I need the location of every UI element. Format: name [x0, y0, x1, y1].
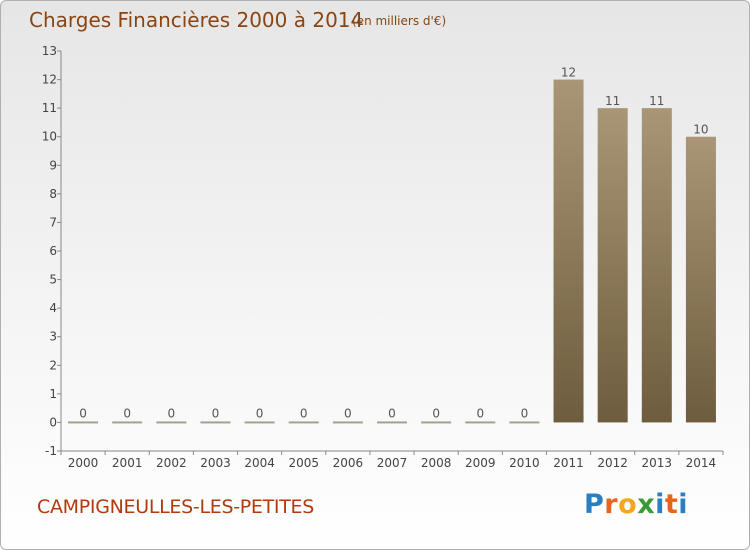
- proxiti-logo: Proxiti: [584, 489, 688, 520]
- y-tick-label: 6: [49, 244, 57, 258]
- bar: [288, 421, 319, 424]
- data-label: 12: [561, 66, 576, 80]
- place-name: CAMPIGNEULLES-LES-PETITES: [37, 496, 315, 518]
- bar: [553, 79, 584, 423]
- y-tick-label: 11: [42, 101, 57, 115]
- logo-letter: i: [655, 489, 665, 520]
- y-tick-label: 7: [49, 215, 57, 229]
- y-tick-label: 10: [42, 130, 57, 144]
- bar: [685, 136, 716, 423]
- logo-letter: x: [637, 489, 656, 520]
- x-axis: 2000 2001 2002 2003 2004 2005 2006 2007 2008 2009…: [60, 450, 724, 470]
- bar: [332, 421, 363, 424]
- x-tick-label: 2013: [642, 456, 673, 470]
- data-label: 10: [693, 123, 708, 137]
- data-label: 0: [256, 406, 264, 420]
- bar: [509, 421, 540, 424]
- bar: [597, 108, 628, 423]
- data-label: 0: [476, 406, 484, 420]
- chart-subtitle: (en milliers d'€): [352, 14, 447, 28]
- x-tick-label: 2014: [686, 456, 717, 470]
- data-label: 0: [79, 406, 87, 420]
- data-label: 0: [432, 406, 440, 420]
- data-label: 11: [649, 94, 664, 108]
- data-label: 0: [300, 406, 308, 420]
- data-label: 0: [123, 406, 131, 420]
- data-labels-group: 0 0 0 0 0 0 0 0 0 0 0 12 11 11 10: [79, 66, 708, 421]
- x-tick-label: 2001: [112, 456, 143, 470]
- bar: [421, 421, 452, 424]
- logo-letter: t: [664, 489, 679, 520]
- bar: [465, 421, 496, 424]
- data-label: 0: [521, 406, 529, 420]
- x-tick-label: 2005: [288, 456, 319, 470]
- x-tick-label: 2003: [200, 456, 231, 470]
- data-label: 0: [388, 406, 396, 420]
- chart-title: Charges Financières 2000 à 2014: [29, 8, 364, 32]
- bars-group: [68, 79, 716, 424]
- x-tick-label: 2009: [465, 456, 496, 470]
- x-tick-label: 2011: [553, 456, 584, 470]
- y-tick-label: 9: [49, 158, 57, 172]
- x-tick-label: 2010: [509, 456, 540, 470]
- y-tick-label: 1: [49, 387, 57, 401]
- bar: [377, 421, 407, 424]
- bar: [244, 421, 275, 424]
- y-tick-label: 4: [49, 301, 57, 315]
- y-tick-label: 8: [49, 187, 57, 201]
- y-tick-label: 5: [49, 273, 57, 287]
- bar: [68, 421, 99, 424]
- x-tick-label: 2006: [333, 456, 364, 470]
- logo-letter: o: [618, 489, 638, 520]
- x-tick-label: 2002: [156, 456, 187, 470]
- y-tick-label: 12: [42, 73, 57, 87]
- bar: [641, 108, 672, 423]
- x-tick-label: 2007: [377, 456, 408, 470]
- bar: [156, 421, 187, 424]
- bar: [200, 421, 231, 424]
- bar: [112, 421, 143, 424]
- data-label: 0: [344, 406, 352, 420]
- x-tick-label: 2008: [421, 456, 452, 470]
- y-tick-label: -1: [45, 444, 57, 458]
- logo-letter: r: [604, 489, 619, 520]
- y-tick-label: 3: [49, 330, 57, 344]
- x-tick-label: 2004: [244, 456, 275, 470]
- x-tick-label: 2000: [68, 456, 99, 470]
- y-tick-label: 13: [42, 44, 57, 58]
- x-tick-label: 2012: [597, 456, 628, 470]
- logo-letter: i: [678, 489, 689, 520]
- data-label: 0: [212, 406, 220, 420]
- y-tick-label: 0: [49, 415, 57, 429]
- data-label: 0: [168, 406, 176, 420]
- logo-letter: P: [584, 489, 605, 520]
- y-tick-label: 2: [49, 358, 57, 372]
- data-label: 11: [605, 94, 620, 108]
